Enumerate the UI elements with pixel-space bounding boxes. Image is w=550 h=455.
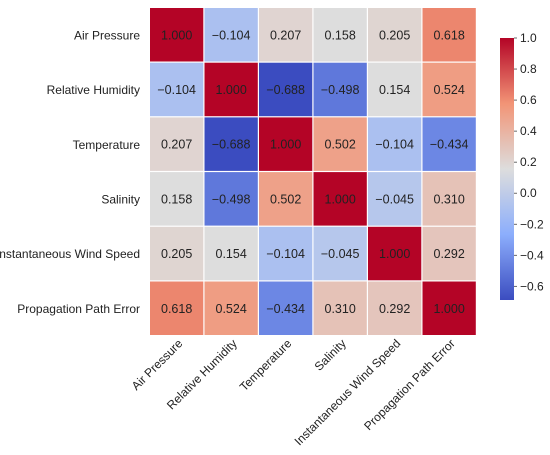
heatmap-cell — [150, 226, 204, 281]
heatmap-cell — [204, 226, 258, 281]
cell-value-label: 0.502 — [325, 138, 356, 152]
heatmap-cell — [204, 8, 258, 62]
heatmap-cell — [368, 281, 422, 335]
cell-value-label: 1.000 — [270, 138, 301, 152]
x-tick-label: Instantaneous Wind Speed — [292, 336, 404, 448]
heatmap-cell — [313, 117, 367, 171]
cell-value-label: −0.045 — [321, 247, 360, 261]
heatmap-cell — [313, 226, 367, 281]
heatmap-cell — [259, 117, 313, 171]
colorbar-tick-label: 0.2 — [520, 155, 537, 169]
cell-value-label: −0.104 — [375, 138, 414, 152]
cell-value-label: −0.688 — [266, 83, 305, 97]
cell-value-label: 0.310 — [434, 192, 465, 206]
heatmap-cell — [368, 62, 422, 117]
cell-value-label: −0.045 — [375, 192, 414, 206]
cell-value-label: 0.502 — [270, 192, 301, 206]
colorbar-tick-label: 1.0 — [520, 31, 537, 45]
cell-value-label: 0.524 — [434, 83, 465, 97]
heatmap-cell — [150, 172, 204, 226]
cell-value-label: 1.000 — [161, 28, 192, 42]
cell-value-label: 0.154 — [379, 83, 410, 97]
heatmap-cell — [422, 281, 476, 335]
cell-value-label: 0.205 — [161, 247, 192, 261]
heatmap-cell — [259, 62, 313, 117]
y-tick-label: Air Pressure — [74, 28, 140, 42]
x-tick-label: Air Pressure — [129, 336, 186, 393]
heatmap-cell — [313, 172, 367, 226]
colorbar-tick-label: −0.4 — [520, 248, 544, 262]
cell-value-label: 0.292 — [434, 247, 465, 261]
cell-value-label: −0.434 — [430, 138, 469, 152]
cell-value-label: 0.207 — [270, 28, 301, 42]
cell-value-label: 0.207 — [161, 138, 192, 152]
colorbar-tick-label: 0.4 — [520, 124, 537, 138]
y-tick-label: Salinity — [101, 192, 140, 206]
y-tick-label: Relative Humidity — [47, 83, 140, 97]
heatmap-cell — [368, 8, 422, 62]
cell-value-label: −0.434 — [266, 302, 305, 316]
colorbar-tick-label: 0.6 — [520, 93, 537, 107]
y-tick-label: Temperature — [73, 138, 141, 152]
cell-value-label: 0.154 — [216, 247, 247, 261]
heatmap-cell — [204, 172, 258, 226]
cell-value-label: 0.618 — [161, 302, 192, 316]
cell-value-label: −0.104 — [212, 28, 251, 42]
heatmap-cell — [422, 62, 476, 117]
heatmap-cell — [259, 226, 313, 281]
cell-value-label: 0.292 — [379, 302, 410, 316]
cell-value-label: −0.498 — [212, 192, 251, 206]
cell-value-label: 0.524 — [216, 302, 247, 316]
heatmap-cell — [259, 8, 313, 62]
heatmap-cell — [422, 226, 476, 281]
colorbar-gradient — [500, 38, 514, 300]
cell-value-label: 0.618 — [434, 28, 465, 42]
colorbar-tick-label: 0.8 — [520, 62, 537, 76]
heatmap-cell — [313, 8, 367, 62]
x-tick-label: Salinity — [312, 336, 349, 373]
cell-value-label: 0.205 — [379, 28, 410, 42]
heatmap-cell — [368, 172, 422, 226]
cell-value-label: 0.158 — [161, 192, 192, 206]
heatmap-cells: 1.000 −0.104 0.207 0.158 0.205 0.618 −0.104 1.0… — [150, 8, 476, 335]
colorbar-tick-label: −0.6 — [520, 279, 544, 293]
heatmap-cell — [150, 62, 204, 117]
heatmap-cell — [368, 226, 422, 281]
heatmap-cell — [422, 117, 476, 171]
cell-value-label: −0.498 — [321, 83, 360, 97]
cell-value-label: −0.688 — [212, 138, 251, 152]
cell-value-label: 1.000 — [325, 192, 356, 206]
heatmap-cell — [204, 281, 258, 335]
heatmap-cell — [313, 62, 367, 117]
heatmap-cell — [204, 117, 258, 171]
heatmap-cell — [150, 8, 204, 62]
heatmap-cell — [150, 117, 204, 171]
y-tick-label: Propagation Path Error — [17, 302, 140, 316]
colorbar: 1.0 0.8 0.6 0.4 0.2 0.0 −0.2 −0.4 −0.6 — [500, 31, 544, 300]
heatmap-cell — [422, 8, 476, 62]
cell-value-label: 0.310 — [325, 302, 356, 316]
heatmap-cell — [259, 172, 313, 226]
cell-value-label: 1.000 — [379, 247, 410, 261]
heatmap-cell — [422, 172, 476, 226]
cell-value-label: −0.104 — [266, 247, 305, 261]
cell-value-label: 1.000 — [216, 83, 247, 97]
cell-value-label: 1.000 — [434, 302, 465, 316]
heatmap-cell — [150, 281, 204, 335]
heatmap-cell — [368, 117, 422, 171]
y-tick-label: Instantaneous Wind Speed — [0, 247, 140, 261]
heatmap-cell — [313, 281, 367, 335]
heatmap-cell — [204, 62, 258, 117]
x-tick-label: Propagation Path Error — [361, 336, 458, 433]
heatmap-cell — [259, 281, 313, 335]
cell-value-label: −0.104 — [157, 83, 196, 97]
colorbar-tick-label: −0.2 — [520, 217, 544, 231]
y-axis-labels: Air Pressure Relative Humidity Temperature… — [0, 28, 140, 316]
cell-value-label: 0.158 — [325, 28, 356, 42]
colorbar-tick-label: 0.0 — [520, 186, 537, 200]
x-tick-label: Temperature — [237, 336, 295, 394]
